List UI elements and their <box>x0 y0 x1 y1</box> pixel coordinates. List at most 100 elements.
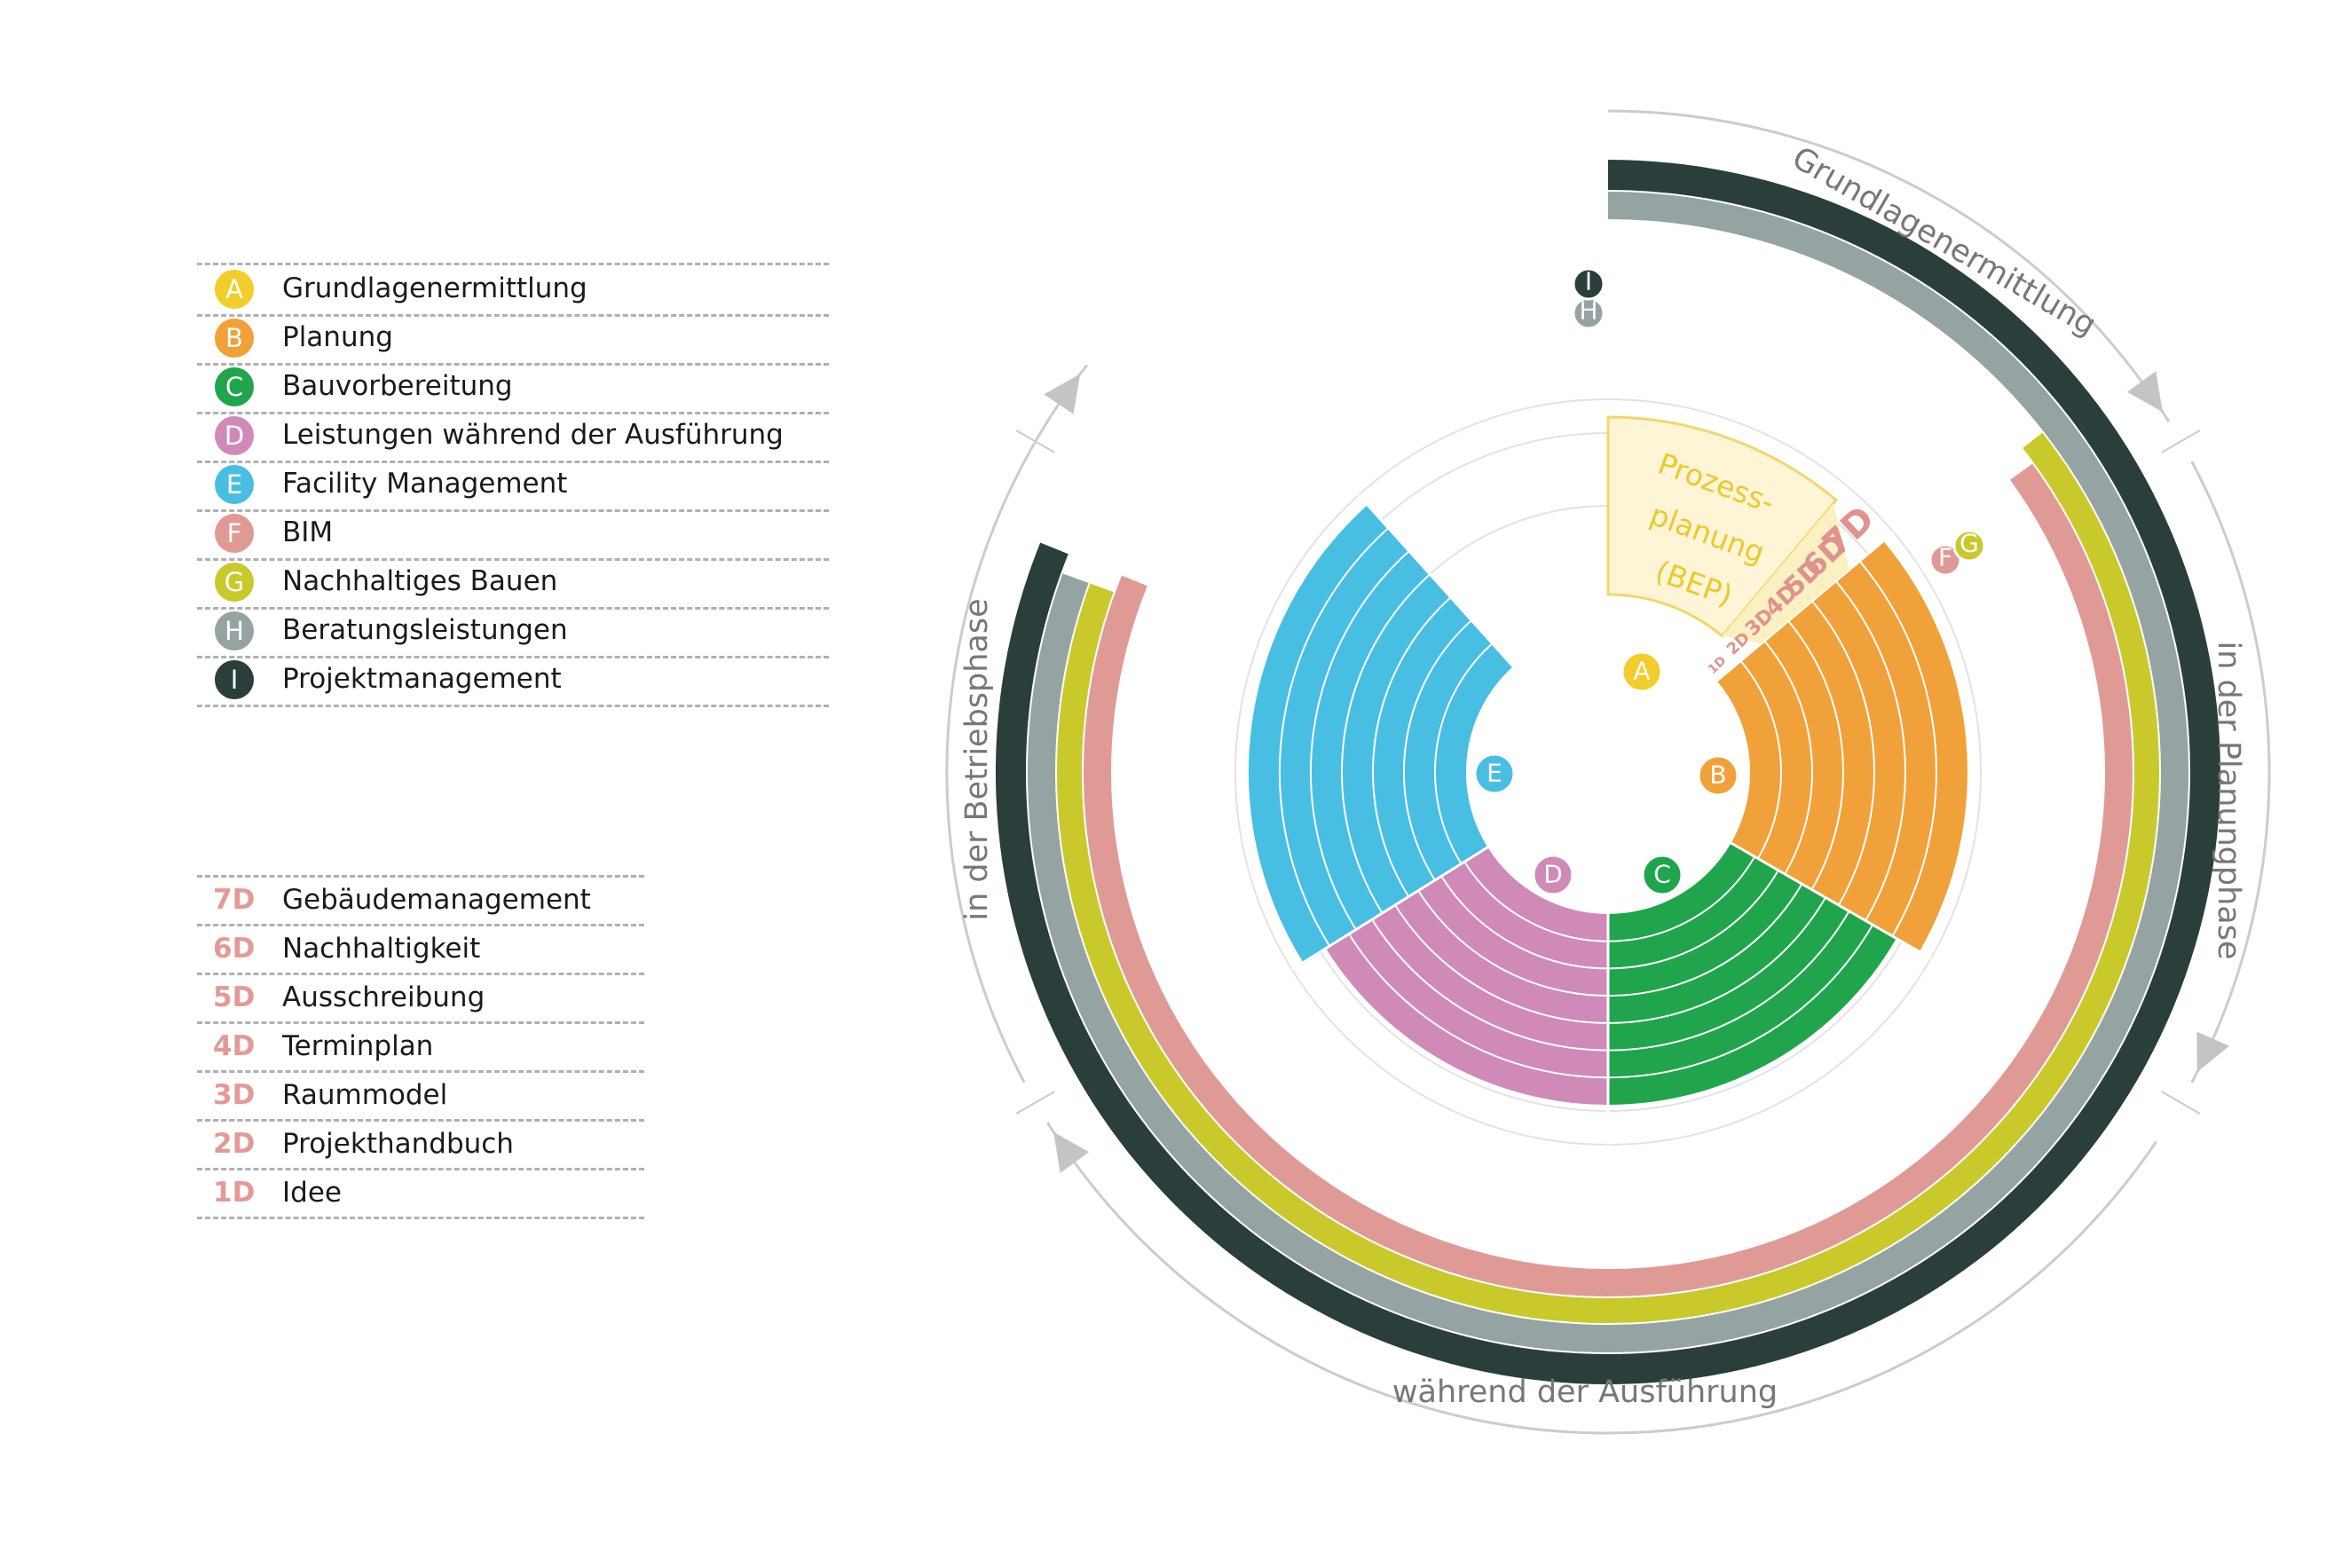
diagram-badge-e: E <box>1473 752 1516 795</box>
sector-ring-c <box>1607 910 1850 1052</box>
legend-badge-c: C <box>215 367 254 406</box>
sector-cut-1 <box>1708 531 1895 688</box>
phase-arc-left <box>945 364 1089 1083</box>
sector-ring-b <box>1858 560 1937 937</box>
band-separator-1 <box>1026 190 2190 1354</box>
diagram-badge-letter: A <box>1633 656 1650 685</box>
dimension-label: Gebäudemanagement <box>282 884 591 916</box>
legend-top-divider <box>197 263 829 265</box>
diagram-badge-d: D <box>1532 854 1574 896</box>
sector-ring-c <box>1607 883 1803 997</box>
diagram-badge-f: F <box>1928 542 1962 577</box>
diagram-badge-c: C <box>1641 854 1684 896</box>
diagram-badge-g: G <box>1952 528 1986 563</box>
arrowhead-bottom <box>1053 1131 1089 1173</box>
band-separator-2 <box>1055 219 2162 1325</box>
dimension-legend-top-divider <box>197 875 644 878</box>
legend-badge-i: I <box>215 660 254 699</box>
dimension-label: Nachhaltigkeit <box>282 933 481 965</box>
legend-badge-f: F <box>215 514 254 553</box>
diagram-badge-letter: D <box>1543 859 1563 888</box>
sector-ring-b <box>1811 600 1875 906</box>
process-planning-tail <box>1722 503 1849 644</box>
legend-label: Planung <box>282 321 393 353</box>
dimension-code: 3D <box>213 1079 256 1111</box>
legend-item-e: E Facility Management <box>197 461 829 512</box>
diagram-badge-a: A <box>1620 650 1663 693</box>
dimension-label: Idee <box>282 1177 342 1209</box>
sector-ring-e <box>1403 619 1472 881</box>
diagram-badge-circle <box>1532 854 1574 896</box>
dimension-item-5d: 5D Ausschreibung <box>197 975 644 1024</box>
dimension-label: Terminplan <box>282 1030 434 1062</box>
sector-ring-d <box>1440 875 1609 970</box>
legend-badge-d: D <box>215 416 254 455</box>
legend-item-h: H Beratungsleistungen <box>197 607 829 658</box>
sector-ring-c <box>1607 896 1826 1024</box>
sector-ring-e <box>1434 642 1494 864</box>
phase-arc-bottom <box>1045 1122 2157 1435</box>
phase-arc-right <box>2190 461 2271 1083</box>
diagram-badge-letter: B <box>1709 760 1726 789</box>
dimension-label: Raummodel <box>282 1079 448 1111</box>
diagram-badge-circle <box>1620 650 1663 693</box>
dimension-code: 7D <box>213 884 256 916</box>
dimension-code: 1D <box>213 1177 256 1209</box>
legend-badge-g: G <box>215 563 254 602</box>
legend-label: Bauvorbereitung <box>282 370 513 402</box>
sector-cut-2 <box>1723 837 1932 960</box>
legend-item-b: B Planung <box>197 314 829 366</box>
diagram-badge-letter: C <box>1653 859 1671 888</box>
phase-label-betrieb: in der Betriebsphase <box>959 598 995 920</box>
service-badges: A B C D E F G HI <box>1473 266 1986 896</box>
phase-arc-top <box>1607 109 2171 422</box>
diagram-badge-circle <box>1473 752 1516 795</box>
phase-arrows <box>945 109 2271 1435</box>
diagram-badge-letter: H <box>1579 295 1597 325</box>
diagram-badge-i: I <box>1572 266 1605 301</box>
dimension-code: 6D <box>213 933 256 965</box>
diagram-badge-letter: G <box>1960 528 1979 557</box>
process-planning-shape <box>1606 415 1839 638</box>
legend-label: Facility Management <box>282 468 568 500</box>
sector-ring-c <box>1607 870 1779 970</box>
sector-ring-d <box>1348 933 1609 1079</box>
diagram-badge-letter: E <box>1486 758 1502 787</box>
sector-ring-c <box>1607 855 1756 942</box>
diagram-badge-letter: I <box>1585 266 1592 295</box>
sector-ring-d <box>1371 918 1609 1052</box>
legend-label: Nachhaltiges Bauen <box>282 565 558 597</box>
arrowhead-right <box>2196 1031 2229 1073</box>
band-h <box>1027 191 2190 1354</box>
phase-divider-1 <box>2161 429 2201 453</box>
legend-item-d: D Leistungen während der Ausführung <box>197 412 829 463</box>
sector-ring-d <box>1394 904 1609 1024</box>
legend-label: Grundlagenermittlung <box>282 272 587 304</box>
dimension-item-2d: 2D Projekthandbuch <box>197 1122 644 1170</box>
legend-label: Projektmanagement <box>282 663 562 695</box>
sector-c <box>1608 843 1896 1105</box>
diagram-badge-circle <box>1572 267 1605 301</box>
legend-item-i: I Projektmanagement <box>197 656 829 707</box>
diagram-badge-circle <box>1952 529 1986 563</box>
band-separator-3 <box>1081 246 2134 1298</box>
legend-item-f: F BIM <box>197 509 829 561</box>
sector-cut-5 <box>1357 493 1520 674</box>
dimension-label: Projekthandbuch <box>282 1128 514 1160</box>
legend-item-a: A Grundlagenermittlung <box>197 265 829 317</box>
dimension-item-3d: 3D Raummodel <box>197 1073 644 1122</box>
phase-label-planung: in der Planungphase <box>2211 642 2246 960</box>
dimension-item-6d: 6D Nachhaltigkeit <box>197 926 644 975</box>
phase-label-ausfuehrung: während der Ausführung <box>1392 1375 1778 1410</box>
sector-cut-4 <box>1291 841 1496 971</box>
sector-ring-e <box>1341 573 1431 914</box>
phase-divider-3 <box>1015 1091 1055 1115</box>
sector-ring-b <box>1763 640 1813 875</box>
dimension-code: 2D <box>213 1128 256 1160</box>
sector-e <box>1248 505 1513 963</box>
diagram-badge-circle <box>1697 754 1739 797</box>
sector-d <box>1326 847 1608 1105</box>
sector-ring-e <box>1372 596 1452 897</box>
